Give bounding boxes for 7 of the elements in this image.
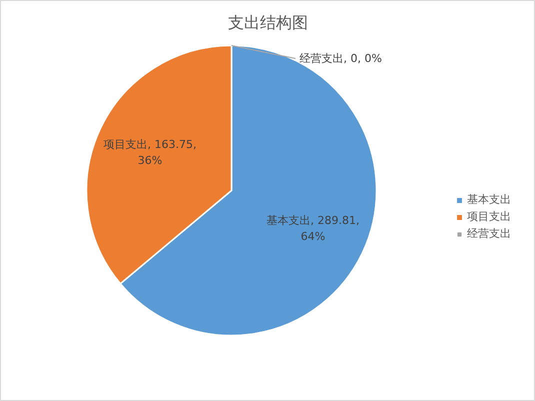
legend-label: 项目支出 (467, 209, 511, 224)
data-label: 基本支出, 289.81, 64% (266, 214, 360, 243)
text: 经营支出, 0, 0% (300, 52, 382, 65)
chart-title: 支出结构图 (228, 13, 308, 32)
legend-label: 经营支出 (467, 226, 511, 241)
legend-label: 基本支出 (467, 192, 511, 207)
data-label: 项目支出, 163.75, 36% (104, 138, 197, 167)
